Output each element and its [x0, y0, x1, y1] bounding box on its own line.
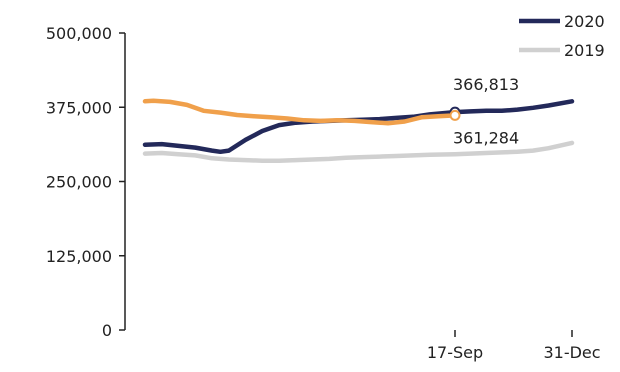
x-tick-label: 17-Sep — [427, 343, 483, 362]
legend-label-2021: 2021 — [564, 0, 605, 4]
legend-label-2020: 2020 — [564, 12, 605, 31]
y-tick-label: 250,000 — [46, 173, 112, 192]
legend: 2021 2020 2019 — [519, 0, 605, 60]
series-line-2021 — [142, 98, 458, 126]
annotation-label-2020: 366,813 — [453, 75, 519, 94]
x-tick-label: 31-Dec — [543, 343, 600, 362]
y-axis-ticks: 0 125,000 250,000 375,000 500,000 — [46, 24, 125, 340]
y-tick-label: 500,000 — [46, 24, 112, 43]
annotation-label-2021: 361,284 — [453, 128, 519, 147]
series-line-2019 — [142, 140, 575, 163]
annotations: 366,813 361,284 — [449, 75, 519, 147]
y-tick-label: 125,000 — [46, 247, 112, 266]
y-tick-label: 0 — [102, 321, 112, 340]
annotation-marker-2021 — [449, 109, 461, 121]
x-axis-ticks: 17-Sep 31-Dec — [427, 330, 601, 362]
series-lines — [142, 98, 575, 163]
legend-label-2019: 2019 — [564, 41, 605, 60]
y-tick-label: 375,000 — [46, 98, 112, 117]
